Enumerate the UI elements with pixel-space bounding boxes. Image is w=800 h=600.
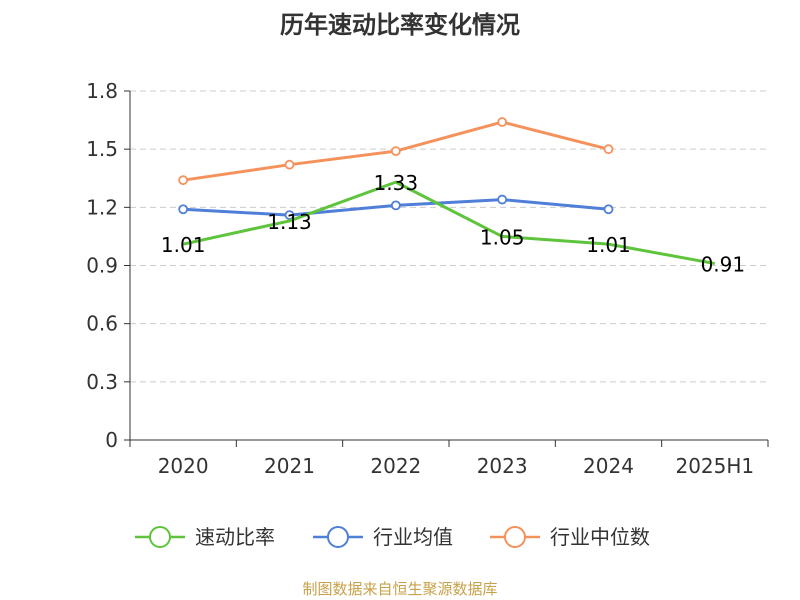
- legend-item-1[interactable]: 行业均值: [313, 525, 453, 549]
- legend-item-2[interactable]: 行业中位数: [490, 525, 650, 549]
- x-tick-label: 2021: [264, 454, 315, 478]
- x-tick-label: 2023: [477, 454, 528, 478]
- source-note: 制图数据来自恒生聚源数据库: [302, 580, 497, 598]
- data-point: [390, 146, 401, 157]
- chart-title: 历年速动比率变化情况: [280, 11, 520, 39]
- legend-label: 行业均值: [373, 525, 453, 549]
- x-tick-label: 2025H1: [675, 454, 754, 478]
- series-line-0: [182, 180, 716, 266]
- data-point: [284, 210, 295, 220]
- data-point: [497, 194, 508, 205]
- data-label: 1.01: [161, 233, 206, 257]
- data-label: 1.01: [586, 233, 631, 257]
- legend-label: 速动比率: [195, 525, 275, 549]
- data-point: [178, 204, 189, 215]
- data-point: [178, 175, 189, 186]
- legend-marker-icon: [327, 526, 349, 548]
- data-point: [284, 159, 295, 170]
- legend-marker-icon: [504, 526, 526, 548]
- y-tick-label: 0.6: [86, 312, 118, 336]
- series-group: [178, 117, 716, 266]
- axes: 0 0.3 0.6 0.9 1.2 1.5 1.8 2020 2021 2022 2023 2024 2…: [86, 79, 769, 478]
- y-tick-label: 1.2: [86, 195, 118, 219]
- legend-label: 行业中位数: [550, 525, 650, 549]
- grid-lines: [130, 90, 768, 383]
- data-label: 1.33: [374, 171, 419, 195]
- data-label: 1.05: [480, 225, 525, 249]
- y-tick-label: 0.3: [86, 370, 118, 394]
- data-point: [390, 200, 401, 211]
- y-tick-label: 1.8: [86, 79, 118, 103]
- legend-marker-icon: [149, 526, 171, 548]
- y-tick-label: 0: [105, 428, 118, 452]
- data-point: [497, 117, 508, 127]
- y-tick-label: 0.9: [86, 254, 118, 278]
- data-label: 0.91: [701, 253, 746, 277]
- data-point: [603, 204, 614, 215]
- x-tick-label: 2022: [370, 454, 421, 478]
- legend-item-0[interactable]: 速动比率: [135, 525, 275, 549]
- x-tick-label: 2020: [158, 454, 209, 478]
- data-label: 1.13: [267, 210, 312, 234]
- y-tick-label: 1.5: [86, 137, 118, 161]
- data-labels: 1.01 1.13 1.33 1.05 1.01 0.91: [161, 171, 745, 276]
- x-tick-label: 2024: [583, 454, 634, 478]
- data-point: [603, 144, 614, 155]
- legend: 速动比率 行业均值 行业中位数: [135, 525, 650, 549]
